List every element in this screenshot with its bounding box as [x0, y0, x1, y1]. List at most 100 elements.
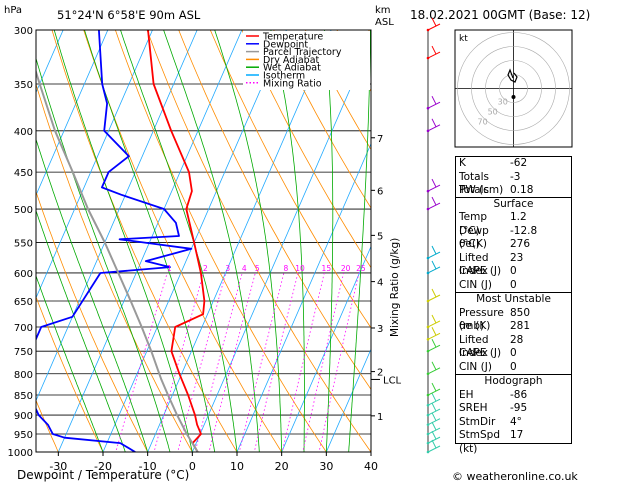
wind-barb: [427, 332, 441, 340]
index-label: Totals Totals: [459, 170, 489, 197]
x-tick-label: 30: [319, 460, 333, 473]
most-unstable-row: CAPE (J) 0: [456, 347, 571, 361]
wind-barb-dot: [426, 432, 430, 436]
wind-barb-feather: [431, 196, 437, 206]
wind-barb-feather: [431, 327, 437, 336]
most-unstable-value: 28: [510, 333, 524, 346]
mixing-ratio-line: [115, 272, 168, 452]
asl-unit-label: ASL: [375, 17, 394, 28]
x-axis-title: Dewpoint / Temperature (°C): [17, 468, 189, 482]
most-unstable-row: θe (K) 281: [456, 320, 571, 334]
wind-barb: [427, 418, 441, 426]
hodograph-stat-label: EH: [459, 388, 474, 401]
pressure-tick-label: 350: [14, 80, 33, 91]
surface-label: Dewp (°C): [459, 224, 489, 251]
surface-value: 23: [510, 251, 524, 264]
wet-adiabat-line: [324, 30, 334, 452]
surface-row: Temp (°C) 1.2: [456, 211, 571, 237]
pressure-tick-label: 1000: [8, 448, 33, 459]
profile-lines: [36, 30, 206, 452]
pressure-tick-label: 450: [14, 168, 33, 179]
x-tick-label: 20: [275, 460, 289, 473]
wind-barb: [427, 367, 441, 375]
pressure-tick-label: 550: [14, 238, 33, 249]
wind-barb-feather: [431, 118, 437, 128]
hodograph-stat-row: EH -86: [456, 389, 571, 403]
index-label: PW (cm): [459, 184, 504, 196]
mixing-ratio-label: 4: [242, 264, 247, 273]
wind-barb: [427, 388, 441, 396]
isotherm-line: [36, 30, 64, 94]
surface-row: CIN (J) 0: [456, 279, 571, 293]
lcl-label: LCL: [383, 375, 402, 386]
isotherm-line: [36, 30, 153, 299]
pressure-tick-label: 950: [14, 430, 33, 441]
wind-barb: [427, 101, 441, 109]
hodograph-stat-row: StmDir 4°: [456, 416, 571, 430]
most-unstable-label: θe (K): [459, 320, 491, 332]
wind-barb-feather: [431, 288, 437, 298]
indices-table: K -62 Totals Totals -3 PW (cm) 0.18 Surface T…: [455, 156, 572, 455]
dry-adiabat-line: [114, 30, 327, 452]
series-temperature: [147, 30, 206, 452]
wet-adiabat-line: [270, 30, 305, 452]
wind-barb-feather: [431, 402, 437, 412]
pressure-unit-label: hPa: [4, 5, 22, 16]
dry-adiabat-line: [51, 30, 238, 452]
wind-barb: [427, 184, 441, 192]
pressure-tick-label: 500: [14, 205, 33, 216]
wind-barb-feather: [431, 178, 437, 188]
wind-barb-feather: [431, 430, 437, 440]
most-unstable-value: 0: [510, 360, 517, 373]
pressure-tick-label: 300: [14, 26, 33, 37]
series-parcel-trajectory: [36, 68, 199, 452]
wind-barb: [427, 266, 441, 274]
storm-motion-marker: [511, 95, 516, 99]
wind-barb-dot: [426, 349, 430, 353]
most-unstable-label: CIN (J): [459, 360, 492, 373]
most-unstable-value: 281: [510, 320, 531, 332]
surface-section: Surface Temp (°C) 1.2 Dewp (°C) -12.8 θe(K) 2…: [455, 196, 572, 293]
dry-adiabat-line: [304, 30, 371, 151]
mixing-ratio-line: [194, 272, 243, 452]
dry-adiabat-line: [209, 30, 371, 329]
isotherm-line: [57, 30, 243, 452]
wind-barb: [427, 344, 441, 352]
dry-adiabat-line: [36, 295, 104, 452]
hodograph-stat-value: 17: [510, 429, 524, 441]
datetime-label: 18.02.2021 00GMT (Base: 12): [410, 8, 590, 22]
surface-row: Dewp (°C) -12.8: [456, 224, 571, 251]
legend-label: Temperature: [262, 32, 323, 43]
most-unstable-label: Pressure (mb): [459, 306, 504, 333]
isotherm-line: [0, 0, 2, 469]
hodograph-ring: [499, 74, 528, 103]
isotherm-line: [36, 30, 198, 402]
wind-barb-feather: [431, 314, 437, 324]
pressure-tick-label: 400: [14, 127, 33, 138]
hodograph-title: Hodograph: [484, 375, 543, 387]
legend-label: Isotherm: [263, 71, 305, 82]
mixing-ratio-label: 5: [255, 264, 260, 273]
wind-barb: [427, 320, 441, 328]
index-row: PW (cm) 0.18: [456, 184, 571, 198]
wind-barb-feather: [431, 338, 437, 348]
wind-barb: [427, 436, 441, 444]
wind-barb: [427, 427, 441, 435]
surface-row: CAPE (J) 0: [456, 265, 571, 279]
wind-barb-dot: [426, 106, 430, 110]
dry-adiabat-line: [36, 190, 149, 452]
legend-label: Mixing Ratio: [263, 78, 322, 89]
wind-barb-feather: [431, 95, 437, 105]
isotherm-line: [36, 30, 109, 197]
isotherm-line: [281, 245, 371, 452]
dry-adiabat-line: [241, 30, 371, 269]
mixing-ratio-label: 1: [167, 264, 172, 273]
mixing-ratio-line: [281, 272, 325, 452]
surface-row: Lifted Index 23: [456, 251, 571, 278]
x-tick-label: 0: [189, 460, 196, 473]
surface-label: CAPE (J): [459, 265, 502, 277]
wind-barb-dot: [426, 450, 430, 454]
km-unit-label: km: [375, 5, 391, 16]
mixing-ratio-label: 2: [203, 264, 208, 273]
